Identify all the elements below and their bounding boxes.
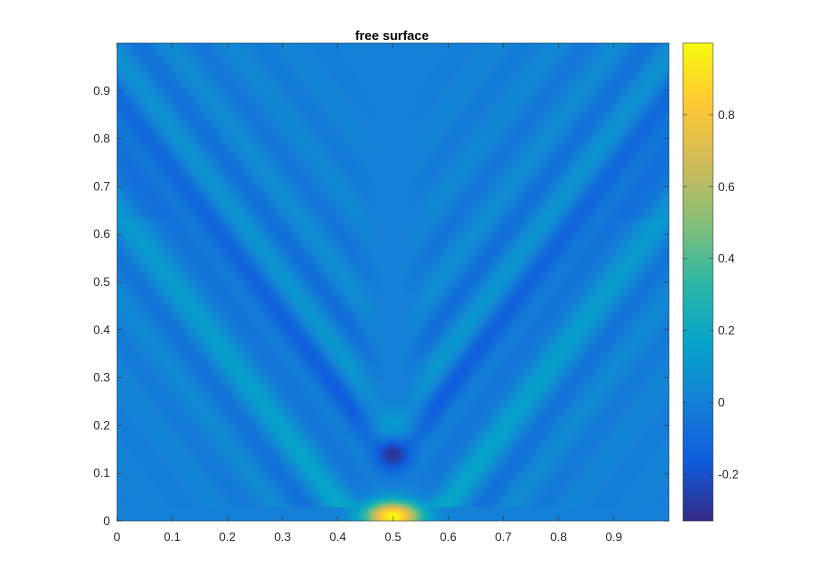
x-tick-label: 0.6: [440, 530, 457, 544]
chart-title: free surface: [355, 28, 429, 43]
colorbar-tick-label: -0.2: [718, 467, 739, 481]
y-tick-label: 0.8: [93, 132, 110, 146]
y-tick-label: 0: [103, 514, 110, 528]
x-tick-label: 0.2: [219, 530, 236, 544]
x-tick-label: 0: [114, 530, 121, 544]
x-tick-label: 0.8: [550, 530, 567, 544]
colorbar-box: [682, 42, 714, 522]
y-tick-label: 0.9: [93, 84, 110, 98]
y-tick-label: 0.3: [93, 371, 110, 385]
x-tick-label: 0.7: [495, 530, 512, 544]
colorbar-tick-label: 0: [718, 395, 725, 409]
y-tick-label: 0.6: [93, 227, 110, 241]
y-axis: 0 0.1 0.2 0.3 0.4 0.5 0.6 0.7 0.8 0.9: [93, 84, 669, 528]
x-tick-label: 0.5: [385, 530, 402, 544]
x-tick-label: 0.4: [329, 530, 346, 544]
colorbar-tick-label: 0.2: [718, 324, 735, 338]
x-tick-label: 0.3: [274, 530, 291, 544]
heatmap-image: [117, 43, 669, 521]
y-tick-label: 0.1: [93, 466, 110, 480]
colorbar-ticks: -0.2 0 0.2 0.4 0.6 0.8: [683, 108, 739, 481]
y-tick-label: 0.2: [93, 418, 110, 432]
x-tick-label: 0.1: [164, 530, 181, 544]
y-tick-label: 0.5: [93, 275, 110, 289]
x-tick-label: 0.9: [605, 530, 622, 544]
colorbar-tick-label: 0.8: [718, 108, 735, 122]
colorbar-gradient: [683, 43, 713, 521]
x-axis: 0 0.1 0.2 0.3 0.4 0.5 0.6 0.7 0.8 0.9: [114, 43, 622, 544]
y-tick-label: 0.4: [93, 323, 110, 337]
colorbar-tick-label: 0.4: [718, 252, 735, 266]
colorbar: -0.2 0 0.2 0.4 0.6 0.8: [682, 42, 739, 522]
colorbar-tick-label: 0.6: [718, 180, 735, 194]
plot-area: [116, 42, 670, 522]
y-tick-label: 0.7: [93, 179, 110, 193]
